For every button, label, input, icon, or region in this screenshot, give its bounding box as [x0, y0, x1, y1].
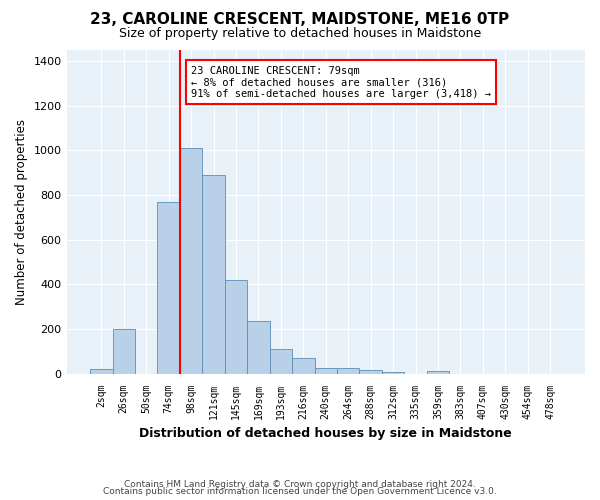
Bar: [314, 368, 337, 374]
Text: 23, CAROLINE CRESCENT, MAIDSTONE, ME16 0TP: 23, CAROLINE CRESCENT, MAIDSTONE, ME16 0…: [91, 12, 509, 28]
Text: Size of property relative to detached houses in Maidstone: Size of property relative to detached ho…: [119, 28, 481, 40]
Bar: [180, 148, 202, 374]
Bar: [247, 321, 269, 374]
Bar: [113, 329, 135, 374]
Bar: [382, 372, 404, 374]
X-axis label: Distribution of detached houses by size in Maidstone: Distribution of detached houses by size …: [139, 427, 512, 440]
Bar: [359, 370, 382, 374]
Bar: [427, 371, 449, 374]
Bar: [157, 202, 180, 374]
Bar: [202, 175, 225, 374]
Bar: [269, 349, 292, 374]
Bar: [90, 369, 113, 374]
Bar: [292, 358, 314, 374]
Text: 23 CAROLINE CRESCENT: 79sqm
← 8% of detached houses are smaller (316)
91% of sem: 23 CAROLINE CRESCENT: 79sqm ← 8% of deta…: [191, 66, 491, 99]
Text: Contains HM Land Registry data © Crown copyright and database right 2024.: Contains HM Land Registry data © Crown c…: [124, 480, 476, 489]
Text: Contains public sector information licensed under the Open Government Licence v3: Contains public sector information licen…: [103, 487, 497, 496]
Bar: [337, 368, 359, 374]
Bar: [225, 280, 247, 374]
Y-axis label: Number of detached properties: Number of detached properties: [15, 119, 28, 305]
